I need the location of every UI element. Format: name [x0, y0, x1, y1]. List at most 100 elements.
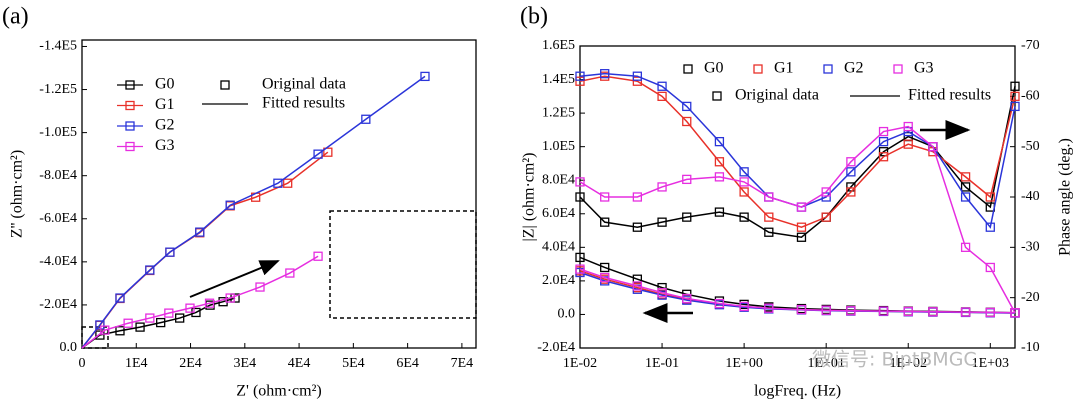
phase-point — [714, 157, 725, 167]
phase-point — [632, 76, 643, 86]
legend-label: G0 — [704, 60, 724, 77]
phase-point — [575, 192, 585, 202]
phase-point — [903, 126, 913, 137]
phase-point — [1010, 308, 1020, 318]
y-tick-label: -2.0E4 — [537, 340, 575, 355]
y-axis-label: Z'' (ohm·cm²) — [9, 150, 26, 238]
legend-label: G0 — [155, 76, 175, 93]
phase-point — [600, 69, 610, 79]
phase-point — [764, 227, 774, 237]
phase-point — [714, 172, 725, 182]
phase-point — [657, 81, 667, 91]
fit-line — [81, 297, 236, 349]
data-point — [195, 227, 205, 237]
x-tick-label: 1E-01 — [645, 356, 679, 371]
phase-point — [878, 136, 889, 147]
y-tick-label: 1.4E5 — [542, 72, 575, 87]
phase-point — [846, 167, 856, 177]
legend-label: G3 — [914, 60, 934, 77]
fit-line — [81, 255, 319, 349]
phase-point — [985, 262, 995, 273]
y2-tick-label: -70 — [1021, 38, 1040, 53]
phase-point — [739, 187, 749, 197]
data-point — [145, 265, 155, 275]
x-tick-label: 2E4 — [179, 356, 202, 371]
inset-arrow — [189, 260, 280, 298]
modulus-point — [739, 301, 749, 312]
y2-tick-label: -30 — [1021, 240, 1040, 255]
modulus-point — [575, 264, 585, 274]
fit-line — [81, 75, 426, 349]
phase-point — [960, 192, 971, 202]
phase-point — [714, 136, 725, 147]
data-point — [204, 298, 215, 308]
modulus-point — [903, 306, 913, 317]
phase-point — [739, 167, 749, 177]
phase-point — [714, 207, 725, 217]
phase-point — [846, 157, 856, 167]
data-point — [95, 330, 105, 340]
phase-point — [632, 222, 643, 232]
phase-point — [764, 192, 774, 202]
x-tick-label: 6E4 — [396, 356, 419, 371]
phase-point — [878, 152, 889, 162]
y-tick-label: -1.2E5 — [39, 82, 77, 97]
phase-point — [903, 139, 913, 149]
legend-marker — [683, 64, 693, 74]
data-point — [165, 247, 175, 257]
phase-point — [764, 212, 774, 222]
phase-point — [960, 182, 971, 192]
data-point — [185, 303, 195, 313]
phase-point — [682, 116, 692, 127]
data-point — [175, 313, 185, 323]
y2-axis-label: Phase angle (deg.) — [1057, 138, 1074, 256]
plot-frame — [81, 39, 477, 349]
phase-fit-line — [579, 125, 1016, 314]
data-point — [225, 293, 235, 303]
phase-point — [657, 217, 667, 227]
data-point — [123, 318, 133, 328]
modulus-point — [764, 303, 774, 313]
phase-fit-line — [579, 86, 1016, 239]
modulus-point — [821, 305, 831, 315]
data-point — [313, 251, 323, 261]
y-tick-label: 1.0E5 — [542, 139, 575, 154]
phase-point — [575, 71, 585, 81]
data-point — [283, 178, 293, 188]
phase-point — [632, 192, 643, 202]
y-tick-label: 0.0 — [60, 340, 78, 355]
modulus-point — [682, 293, 692, 304]
phase-point — [821, 192, 831, 202]
legend-label: Original data — [262, 76, 346, 93]
phase-point — [657, 91, 667, 101]
y-tick-label: 2.0E4 — [542, 273, 575, 288]
phase-point — [600, 217, 610, 227]
modulus-point — [632, 281, 643, 291]
y-tick-label: -4.0E4 — [39, 254, 77, 269]
data-point — [273, 178, 283, 188]
legend-marker — [893, 64, 903, 74]
phase-point — [739, 177, 749, 187]
modulus-point — [846, 306, 856, 316]
x-tick-label: 3E4 — [234, 356, 257, 371]
legend-label: Original data — [735, 87, 819, 104]
legend-label: G2 — [844, 60, 864, 77]
phase-point — [682, 174, 692, 185]
x-tick-label: 1E4 — [125, 356, 148, 371]
phase-point — [985, 192, 995, 202]
y-tick-label: 1.2E5 — [542, 105, 575, 120]
phase-point — [846, 187, 856, 197]
data-point — [285, 268, 295, 278]
phase-point — [796, 232, 807, 242]
modulus-point — [878, 306, 889, 316]
data-point — [164, 308, 174, 318]
modulus-fit-line — [579, 268, 1016, 314]
legend-label: Fitted results — [908, 87, 991, 104]
x-tick-label: 0 — [79, 356, 86, 371]
x-axis-label: Z' (ohm·cm²) — [236, 383, 321, 400]
legend-marker — [753, 64, 763, 74]
x-tick-label: 7E4 — [451, 356, 474, 371]
phase-point — [796, 202, 807, 212]
panel-title: (b) — [520, 4, 548, 30]
phase-point — [960, 172, 971, 182]
